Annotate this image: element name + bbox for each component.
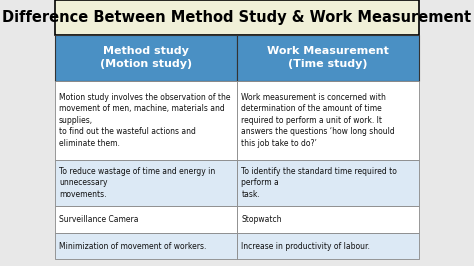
FancyBboxPatch shape (237, 35, 419, 81)
FancyBboxPatch shape (55, 160, 237, 206)
Text: Increase in productivity of labour.: Increase in productivity of labour. (241, 242, 370, 251)
FancyBboxPatch shape (55, 35, 237, 81)
Text: Surveillance Camera: Surveillance Camera (59, 215, 138, 224)
FancyBboxPatch shape (55, 206, 237, 233)
Text: Difference Between Method Study & Work Measurement: Difference Between Method Study & Work M… (2, 10, 472, 25)
FancyBboxPatch shape (237, 160, 419, 206)
FancyBboxPatch shape (237, 233, 419, 259)
Text: Work Measurement
(Time study): Work Measurement (Time study) (267, 46, 389, 69)
Text: To identify the standard time required to
perform a
task.: To identify the standard time required t… (241, 167, 397, 199)
FancyBboxPatch shape (55, 233, 237, 259)
FancyBboxPatch shape (55, 81, 237, 160)
Text: Minimization of movement of workers.: Minimization of movement of workers. (59, 242, 207, 251)
FancyBboxPatch shape (237, 206, 419, 233)
FancyBboxPatch shape (55, 0, 419, 35)
Text: Stopwatch: Stopwatch (241, 215, 282, 224)
Text: Method study
(Motion study): Method study (Motion study) (100, 46, 192, 69)
Text: To reduce wastage of time and energy in
unnecessary
movements.: To reduce wastage of time and energy in … (59, 167, 215, 199)
Text: Motion study involves the observation of the
movement of men, machine, materials: Motion study involves the observation of… (59, 93, 230, 148)
FancyBboxPatch shape (237, 81, 419, 160)
Text: Work measurement is concerned with
determination of the amount of time
required : Work measurement is concerned with deter… (241, 93, 395, 148)
